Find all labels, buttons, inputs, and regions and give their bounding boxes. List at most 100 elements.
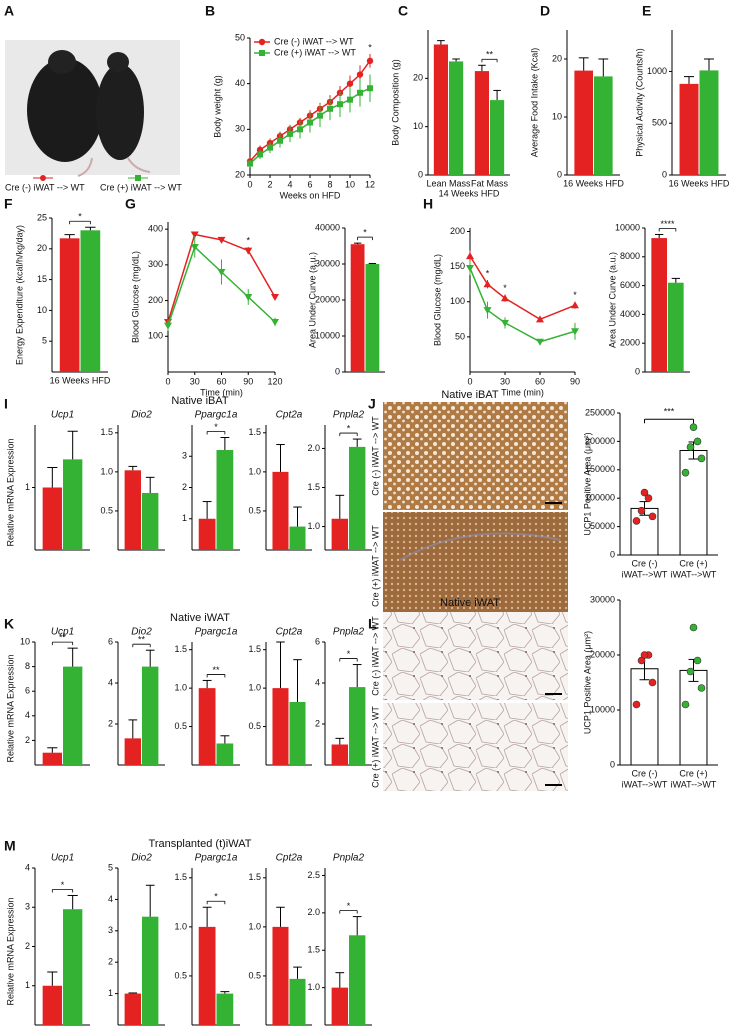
point bbox=[693, 437, 702, 446]
x-tick-label: 60 bbox=[216, 376, 226, 386]
panel-label: D bbox=[540, 3, 550, 19]
x-tick-label: 0 bbox=[165, 376, 170, 386]
panel-label: E bbox=[642, 3, 651, 19]
point bbox=[632, 517, 641, 525]
micrograph bbox=[383, 402, 568, 791]
series-line bbox=[167, 245, 276, 326]
bar bbox=[289, 526, 306, 550]
bar bbox=[216, 743, 234, 765]
y-tick-label: 10 bbox=[37, 305, 47, 315]
y-tick-label: 2 bbox=[25, 735, 30, 745]
legend-label: Cre (-) iWAT --> WT bbox=[274, 36, 354, 46]
point bbox=[271, 294, 279, 301]
x-tick-label: Cre (+) bbox=[679, 768, 707, 778]
y-tick-label: 3 bbox=[25, 902, 30, 912]
y-axis-label: Area Under Curve (a.u.) bbox=[607, 252, 617, 348]
y-tick-label: 20 bbox=[413, 73, 423, 83]
x-tick-label: 120 bbox=[267, 376, 282, 386]
y-tick-label: 10000 bbox=[590, 704, 615, 714]
point bbox=[689, 423, 698, 432]
x-tick-label: 6 bbox=[307, 179, 312, 189]
point bbox=[536, 338, 544, 346]
significance: * bbox=[214, 892, 218, 902]
y-axis-label: UCP1 Positive Area (μm²) bbox=[582, 631, 592, 734]
significance: * bbox=[486, 268, 490, 278]
y-tick-label: 1 bbox=[108, 988, 113, 998]
heading: Transplanted (t)iWAT bbox=[149, 838, 252, 850]
y-tick-label: 5 bbox=[108, 862, 113, 872]
y-tick-label: 300 bbox=[148, 259, 163, 269]
x-axis-label: Time (min) bbox=[200, 387, 243, 397]
x-axis-label: 14 Weeks HFD bbox=[439, 188, 500, 198]
bar bbox=[365, 264, 380, 372]
panel-label: H bbox=[423, 196, 433, 212]
y-tick-label: 1 bbox=[182, 513, 187, 523]
x-axis-label: Weeks on HFD bbox=[280, 190, 341, 200]
y-tick-label: 50 bbox=[455, 331, 465, 341]
y-axis-label: Body Composition (g) bbox=[390, 59, 400, 146]
y-tick-label: 1.5 bbox=[307, 945, 320, 955]
x-tick-label: iWAT-->WT bbox=[671, 779, 717, 789]
y-tick-label: 20 bbox=[552, 53, 562, 63]
gene-title: Cpt2a bbox=[276, 410, 303, 421]
y-axis-label: Blood Glucose (mg/dL) bbox=[432, 254, 442, 346]
photo bbox=[5, 40, 180, 177]
y-tick-label: 2.0 bbox=[307, 443, 320, 453]
bar bbox=[198, 688, 216, 765]
point bbox=[697, 684, 706, 692]
x-tick-label: 90 bbox=[570, 376, 580, 386]
legend-label: Cre (-) iWAT --> WT bbox=[5, 182, 85, 192]
bar bbox=[651, 238, 667, 372]
point bbox=[648, 512, 657, 521]
y-tick-label: 250000 bbox=[585, 407, 615, 417]
y-tick-label: 0 bbox=[557, 169, 562, 179]
x-tick-label: 90 bbox=[243, 376, 253, 386]
panel-label: J bbox=[368, 396, 376, 412]
gene-title: Dio2 bbox=[131, 627, 152, 638]
bar bbox=[42, 487, 62, 550]
significance: * bbox=[573, 290, 577, 300]
point bbox=[501, 294, 509, 302]
bar bbox=[490, 100, 505, 175]
micrograph-label: Cre (+) iWAT --> WT bbox=[370, 706, 380, 788]
point bbox=[337, 101, 343, 108]
x-tick-label: Cre (-) bbox=[632, 558, 658, 568]
y-tick-label: 10000 bbox=[615, 222, 640, 232]
gene-title: Ppargc1a bbox=[195, 627, 238, 638]
bar bbox=[198, 518, 216, 550]
y-axis-label: Physical Activity (Counts/h) bbox=[634, 48, 644, 157]
y-tick-label: 200 bbox=[148, 295, 163, 305]
y-tick-label: 30 bbox=[235, 124, 245, 134]
bar bbox=[349, 687, 366, 765]
y-tick-label: 1.5 bbox=[174, 872, 187, 882]
y-tick-label: 1.0 bbox=[174, 921, 187, 931]
bar bbox=[331, 744, 348, 765]
legend-label: Cre (+) iWAT --> WT bbox=[100, 182, 182, 192]
micrograph-label: Cre (+) iWAT --> WT bbox=[370, 525, 380, 607]
point bbox=[648, 678, 657, 687]
y-tick-label: 4 bbox=[25, 710, 30, 720]
bar bbox=[142, 666, 159, 765]
point bbox=[346, 80, 354, 87]
y-tick-label: 40 bbox=[235, 78, 245, 88]
micrograph-title: Native iWAT bbox=[440, 597, 500, 609]
y-axis-label: Area Under Curve (a.u.) bbox=[307, 252, 317, 348]
x-tick-label: Fat Mass bbox=[471, 178, 509, 188]
panel-label: G bbox=[125, 196, 136, 212]
significance: * bbox=[347, 901, 351, 911]
bar bbox=[349, 446, 366, 550]
gene-title: Cpt2a bbox=[276, 627, 303, 638]
point bbox=[689, 623, 698, 632]
y-tick-label: 500 bbox=[652, 118, 667, 128]
point bbox=[681, 700, 690, 709]
bar bbox=[63, 666, 83, 765]
significance: * bbox=[363, 227, 367, 237]
bar bbox=[216, 993, 234, 1025]
gene-title: Dio2 bbox=[131, 853, 152, 864]
point bbox=[271, 319, 279, 326]
y-tick-label: 1.0 bbox=[248, 466, 261, 476]
legend-marker bbox=[40, 175, 46, 181]
y-tick-label: 1000 bbox=[647, 66, 667, 76]
point bbox=[637, 506, 646, 515]
y-tick-label: 3 bbox=[182, 451, 187, 461]
